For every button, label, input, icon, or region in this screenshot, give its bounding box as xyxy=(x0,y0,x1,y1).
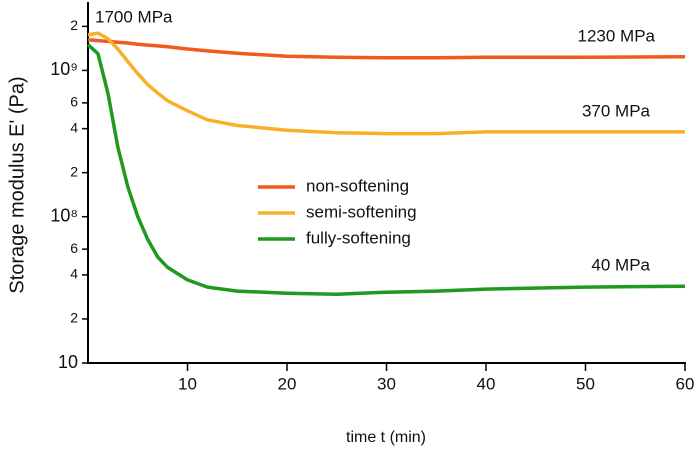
x-tick-label: 40 xyxy=(477,374,496,393)
y-tick-label: 10⁹ xyxy=(50,59,78,79)
series-line xyxy=(86,43,686,297)
y-tick-label: 2 xyxy=(70,163,78,179)
y-axis-label: Storage modulus E' (Pa) xyxy=(6,76,28,293)
annotation: 40 MPa xyxy=(591,255,650,274)
series-line xyxy=(87,31,685,136)
legend-label: non-softening xyxy=(306,176,409,195)
annotation: 1700 MPa xyxy=(95,7,173,26)
x-tick-label: 30 xyxy=(377,374,396,393)
y-tick-label: 10⁸ xyxy=(50,205,78,225)
legend-label: semi-softening xyxy=(306,202,417,221)
x-tick-label: 10 xyxy=(178,374,197,393)
y-tick-label: 2 xyxy=(70,17,78,33)
annotation: 370 MPa xyxy=(582,101,651,120)
x-axis-label: time t (min) xyxy=(346,429,426,446)
x-tick-label: 60 xyxy=(676,374,695,393)
y-tick-label: 2 xyxy=(70,310,78,326)
y-tick-label: 4 xyxy=(70,119,78,135)
y-tick-label: 10 xyxy=(58,352,78,372)
legend-label: fully-softening xyxy=(306,228,411,247)
x-tick-label: 20 xyxy=(278,374,297,393)
y-tick-label: 4 xyxy=(70,266,78,282)
y-tick-label: 6 xyxy=(70,94,78,110)
annotation: 1230 MPa xyxy=(578,26,656,45)
y-tick-label: 6 xyxy=(70,240,78,256)
x-tick-label: 50 xyxy=(576,374,595,393)
series-line xyxy=(87,38,686,60)
